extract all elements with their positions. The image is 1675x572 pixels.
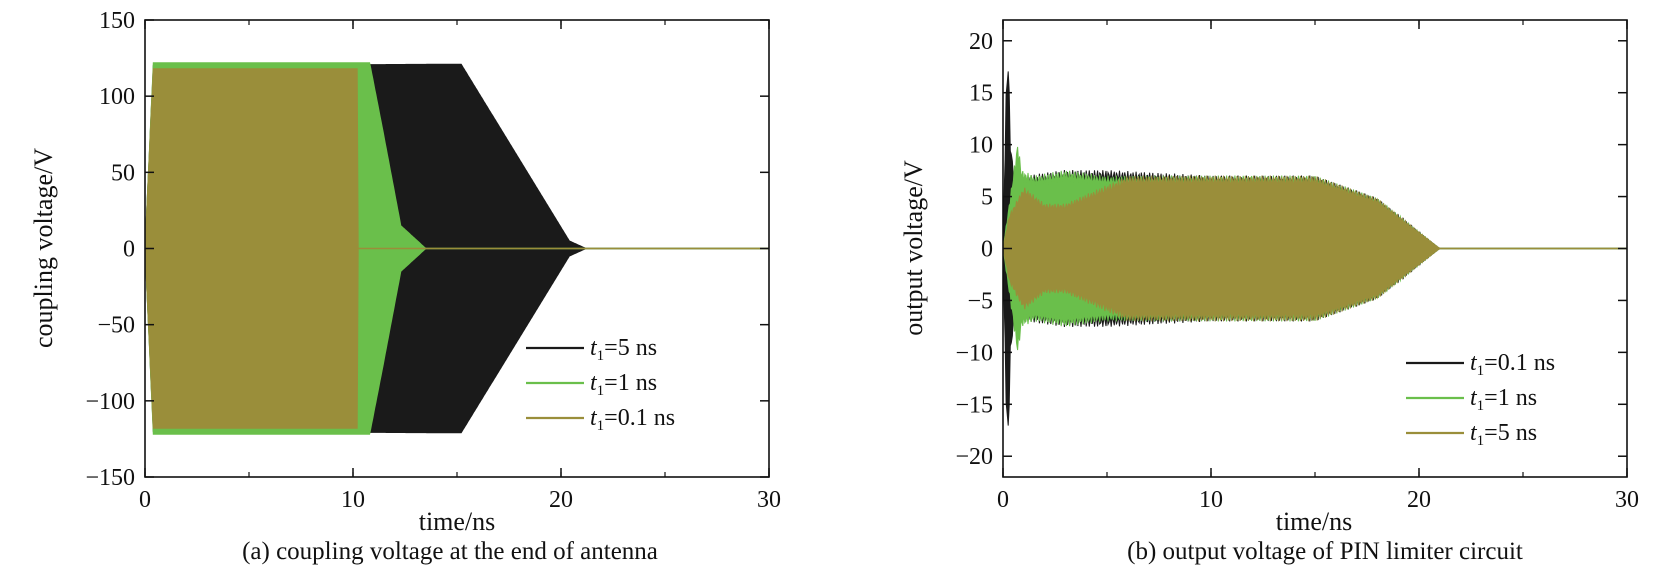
chart-b-ytick-label: −5 xyxy=(967,288,993,314)
chart-b-xlabel: time/ns xyxy=(1276,507,1353,536)
chart-a-xtick-label: 10 xyxy=(341,487,365,513)
chart-b-ytick-label: 15 xyxy=(969,81,993,107)
chart-a-ytick-label: −150 xyxy=(85,465,135,491)
chart-a-series-group xyxy=(144,62,769,435)
chart-a-xlabel: time/ns xyxy=(419,507,496,536)
chart-a-legend: t1=5 ns t1=1 ns t1=0.1 ns xyxy=(526,335,675,434)
chart-b-legend-label-2: t1=1 ns xyxy=(1470,385,1537,414)
chart-a-legend-label-2: t1=1 ns xyxy=(590,370,657,399)
chart-b-ytick-label: 20 xyxy=(969,29,993,55)
chart-b-ytick-label: 0 xyxy=(981,237,993,263)
chart-coupling-voltage: 0 10 20 30 150 100 50 0 −50 −100 −150 time/ns coup… xyxy=(29,8,781,565)
chart-b-ylabel: output voltage/V xyxy=(899,160,928,336)
chart-a-ytick-label: −100 xyxy=(85,389,135,415)
chart-b-legend: t1=0.1 ns t1=1 ns t1=5 ns xyxy=(1406,350,1555,449)
chart-a-ytick-label: −50 xyxy=(97,313,135,339)
chart-b-ticks: 0 10 20 30 20 15 10 5 0 −5 −10 −15 −20 xyxy=(955,20,1639,513)
chart-b-legend-label-3: t1=5 ns xyxy=(1470,420,1537,449)
chart-a-ytick-label: 0 xyxy=(123,237,135,263)
chart-b-xtick-label: 0 xyxy=(997,487,1009,513)
chart-a-ylabel: coupling voltage/V xyxy=(29,148,58,348)
chart-b-xtick-label: 10 xyxy=(1199,487,1223,513)
chart-a-legend-label-3: t1=0.1 ns xyxy=(590,405,675,434)
chart-a-ticks: 0 10 20 30 150 100 50 0 −50 −100 −150 xyxy=(85,8,781,513)
chart-a-xtick-label: 0 xyxy=(139,487,151,513)
chart-a-ytick-label: 50 xyxy=(111,160,135,186)
chart-a-xtick-label: 30 xyxy=(757,487,781,513)
chart-a-ytick-label: 150 xyxy=(99,8,135,34)
chart-b-legend-label-1: t1=0.1 ns xyxy=(1470,350,1555,379)
chart-b-series-group xyxy=(1002,71,1627,426)
chart-a-legend-label-1: t1=5 ns xyxy=(590,335,657,364)
chart-b-ytick-label: 5 xyxy=(981,185,993,211)
chart-b-ytick-label: −10 xyxy=(955,340,993,366)
chart-b-ytick-label: −15 xyxy=(955,392,993,418)
chart-a-series-3-envelope xyxy=(144,68,769,429)
chart-output-voltage: 0 10 20 30 20 15 10 5 0 −5 −10 −15 −20 time/ns outpu… xyxy=(899,19,1639,565)
chart-b-caption: (b) output voltage of PIN limiter circui… xyxy=(1127,538,1523,565)
chart-b-xtick-label: 20 xyxy=(1407,487,1431,513)
chart-b-ytick-label: 10 xyxy=(969,133,993,159)
chart-a-xtick-label: 20 xyxy=(549,487,573,513)
chart-b-xtick-label: 30 xyxy=(1615,487,1639,513)
chart-b-ytick-label: −20 xyxy=(955,444,993,470)
chart-a-ytick-label: 100 xyxy=(99,84,135,110)
chart-a-caption: (a) coupling voltage at the end of anten… xyxy=(242,538,658,565)
